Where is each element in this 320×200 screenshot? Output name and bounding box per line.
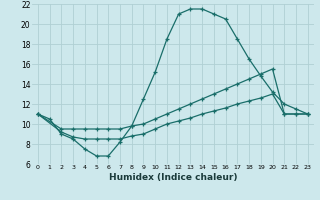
X-axis label: Humidex (Indice chaleur): Humidex (Indice chaleur) <box>108 173 237 182</box>
